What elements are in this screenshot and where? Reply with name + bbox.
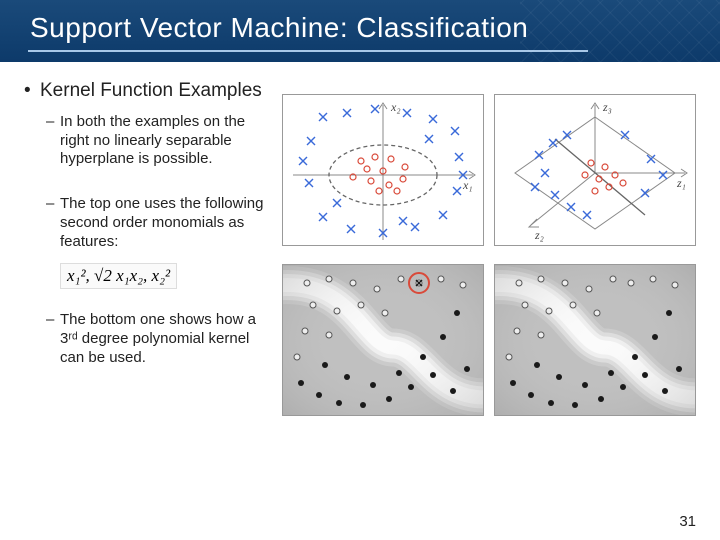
page-number: 31 bbox=[679, 513, 696, 530]
svg-text:z₁: z₁ bbox=[676, 176, 686, 190]
text-column: Kernel Function Examples In both the exa… bbox=[24, 80, 274, 416]
scatter-3d-svg: z₁ z₂ z₃ bbox=[495, 95, 695, 245]
figure-top-left: x₁ x₂ bbox=[282, 94, 484, 246]
formula: x₁², √2 x₁x₂, x₂² bbox=[24, 263, 266, 289]
kernel-region-left-svg bbox=[283, 265, 483, 415]
content-area: Kernel Function Examples In both the exa… bbox=[0, 62, 720, 416]
svg-text:x₂: x₂ bbox=[390, 100, 401, 114]
figure-top-right: z₁ z₂ z₃ bbox=[494, 94, 696, 246]
bullet-sub-2: The top one uses the following second or… bbox=[24, 195, 266, 251]
figure-bottom-right bbox=[494, 264, 696, 416]
title-bar: Support Vector Machine: Classification bbox=[0, 0, 720, 62]
bullet-sub-3: The bottom one shows how a 3ʳᵈ degree po… bbox=[24, 311, 266, 367]
title-underline bbox=[28, 50, 588, 52]
bullet-sub-1: In both the examples on the right no lin… bbox=[24, 113, 266, 169]
svg-text:x₁: x₁ bbox=[462, 178, 473, 192]
scatter-2d-svg: x₁ x₂ bbox=[283, 95, 483, 245]
bullet-main: Kernel Function Examples bbox=[24, 80, 266, 103]
svg-text:z₂: z₂ bbox=[534, 228, 544, 242]
slide-title: Support Vector Machine: Classification bbox=[30, 12, 528, 44]
kernel-region-right-svg bbox=[495, 265, 695, 415]
figure-column: x₁ x₂ z₁ z₂ z₃ bbox=[274, 80, 704, 416]
svg-text:z₃: z₃ bbox=[602, 100, 612, 114]
figure-row-bottom bbox=[274, 264, 704, 416]
figure-bottom-left bbox=[282, 264, 484, 416]
formula-text: x₁², √2 x₁x₂, x₂² bbox=[60, 263, 177, 289]
figure-row-top: x₁ x₂ z₁ z₂ z₃ bbox=[274, 94, 704, 246]
